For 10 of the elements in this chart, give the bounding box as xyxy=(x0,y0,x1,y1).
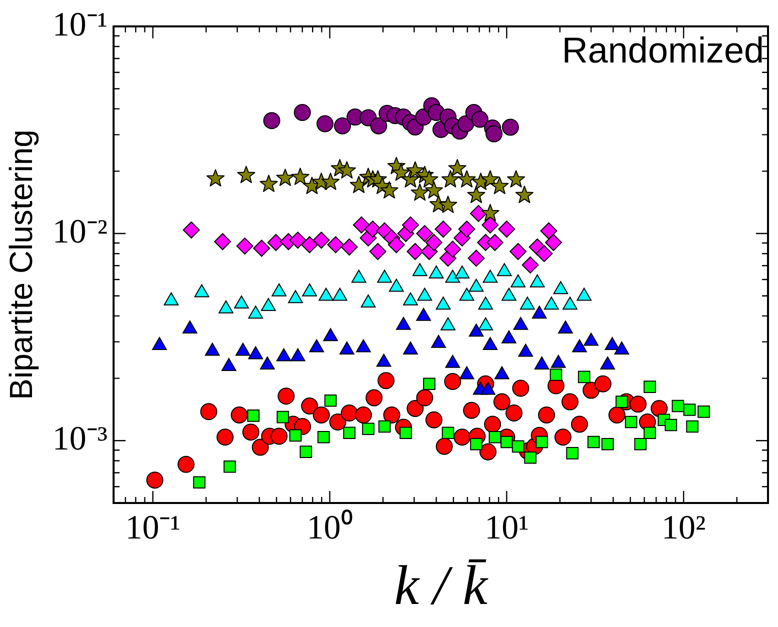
y-tick-label: 10⁻² xyxy=(52,213,108,250)
x-tick-label: 10¹ xyxy=(484,509,529,546)
y-tick-label: 10⁻³ xyxy=(52,420,108,458)
y-tick-label: 10⁻¹ xyxy=(52,6,108,44)
chart-title: Randomized xyxy=(562,29,764,70)
x-tick-label: 10⁰ xyxy=(306,509,353,546)
x-tick-label: 10² xyxy=(661,509,706,546)
x-axis-title: k / k̄ xyxy=(394,555,489,618)
x-tick-label: 10⁻¹ xyxy=(125,509,180,546)
y-axis-title: Bipartite Clustering xyxy=(3,130,40,400)
